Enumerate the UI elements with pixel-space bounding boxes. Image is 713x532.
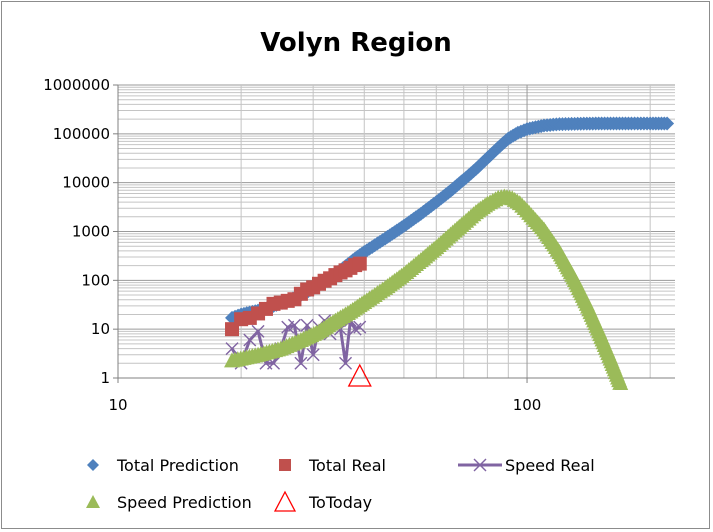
- y-tick-label: 10000: [62, 174, 110, 192]
- legend-item-total-prediction: Total Prediction: [87, 456, 239, 475]
- x-marker-stroke: [300, 318, 314, 332]
- legend-item-speed-real: Speed Real: [458, 456, 595, 475]
- y-tick-label: 100000: [53, 125, 110, 143]
- y-tick-label: 1000000: [43, 76, 110, 94]
- axes: 1 10 100 1000 10000 100000 1000000 10 100: [43, 76, 675, 414]
- series-speed-prediction: [224, 188, 629, 390]
- data-point: [294, 356, 308, 370]
- x-marker-stroke: [294, 356, 308, 370]
- x-tick-label: 100: [513, 396, 542, 414]
- legend-label: Total Real: [308, 456, 386, 475]
- legend-item-totoday: ToToday: [273, 490, 372, 512]
- data-point: [347, 363, 372, 387]
- legend-marker: [473, 458, 487, 472]
- data-point: [339, 356, 353, 370]
- plot-clip-group: [224, 116, 675, 390]
- x-marker-stroke: [251, 324, 265, 338]
- legend-item-speed-prediction: Speed Prediction: [86, 493, 252, 512]
- series-total-real: [225, 256, 367, 337]
- legend: Total Prediction Total Real Speed Real Spee…: [86, 456, 595, 512]
- legend-label: ToToday: [308, 493, 372, 512]
- data-point: [614, 377, 628, 390]
- legend-item-total-real: Total Real: [279, 456, 386, 475]
- data-point: [287, 318, 301, 332]
- legend-marker: [87, 459, 99, 471]
- data-point: [353, 320, 367, 334]
- x-marker-stroke: [225, 342, 239, 356]
- y-tick-label: 100: [81, 271, 110, 289]
- x-marker-stroke: [353, 320, 367, 334]
- x-marker-stroke: [267, 356, 281, 370]
- x-marker-stroke: [306, 348, 320, 362]
- data-point: [306, 348, 320, 362]
- x-marker-stroke: [473, 458, 487, 472]
- series-layer: [224, 116, 675, 390]
- legend-label: Total Prediction: [116, 456, 239, 475]
- legend-label: Speed Prediction: [117, 493, 252, 512]
- y-tick-label: 1: [100, 369, 110, 387]
- y-tick-label: 1000: [72, 223, 110, 241]
- legend-label: Speed Real: [505, 456, 595, 475]
- chart-title: Volyn Region: [260, 28, 452, 58]
- x-marker-stroke: [339, 356, 353, 370]
- data-point: [225, 342, 239, 356]
- data-point: [348, 322, 362, 336]
- x-marker-stroke: [287, 318, 301, 332]
- y-tick-label: 10: [91, 320, 110, 338]
- x-tick-label: 10: [108, 396, 127, 414]
- legend-marker: [279, 459, 291, 471]
- data-point: [352, 256, 367, 271]
- data-point: [660, 116, 675, 131]
- legend-marker: [86, 495, 100, 508]
- legend-marker: [273, 490, 297, 512]
- data-point: [251, 324, 265, 338]
- x-marker-stroke: [348, 322, 362, 336]
